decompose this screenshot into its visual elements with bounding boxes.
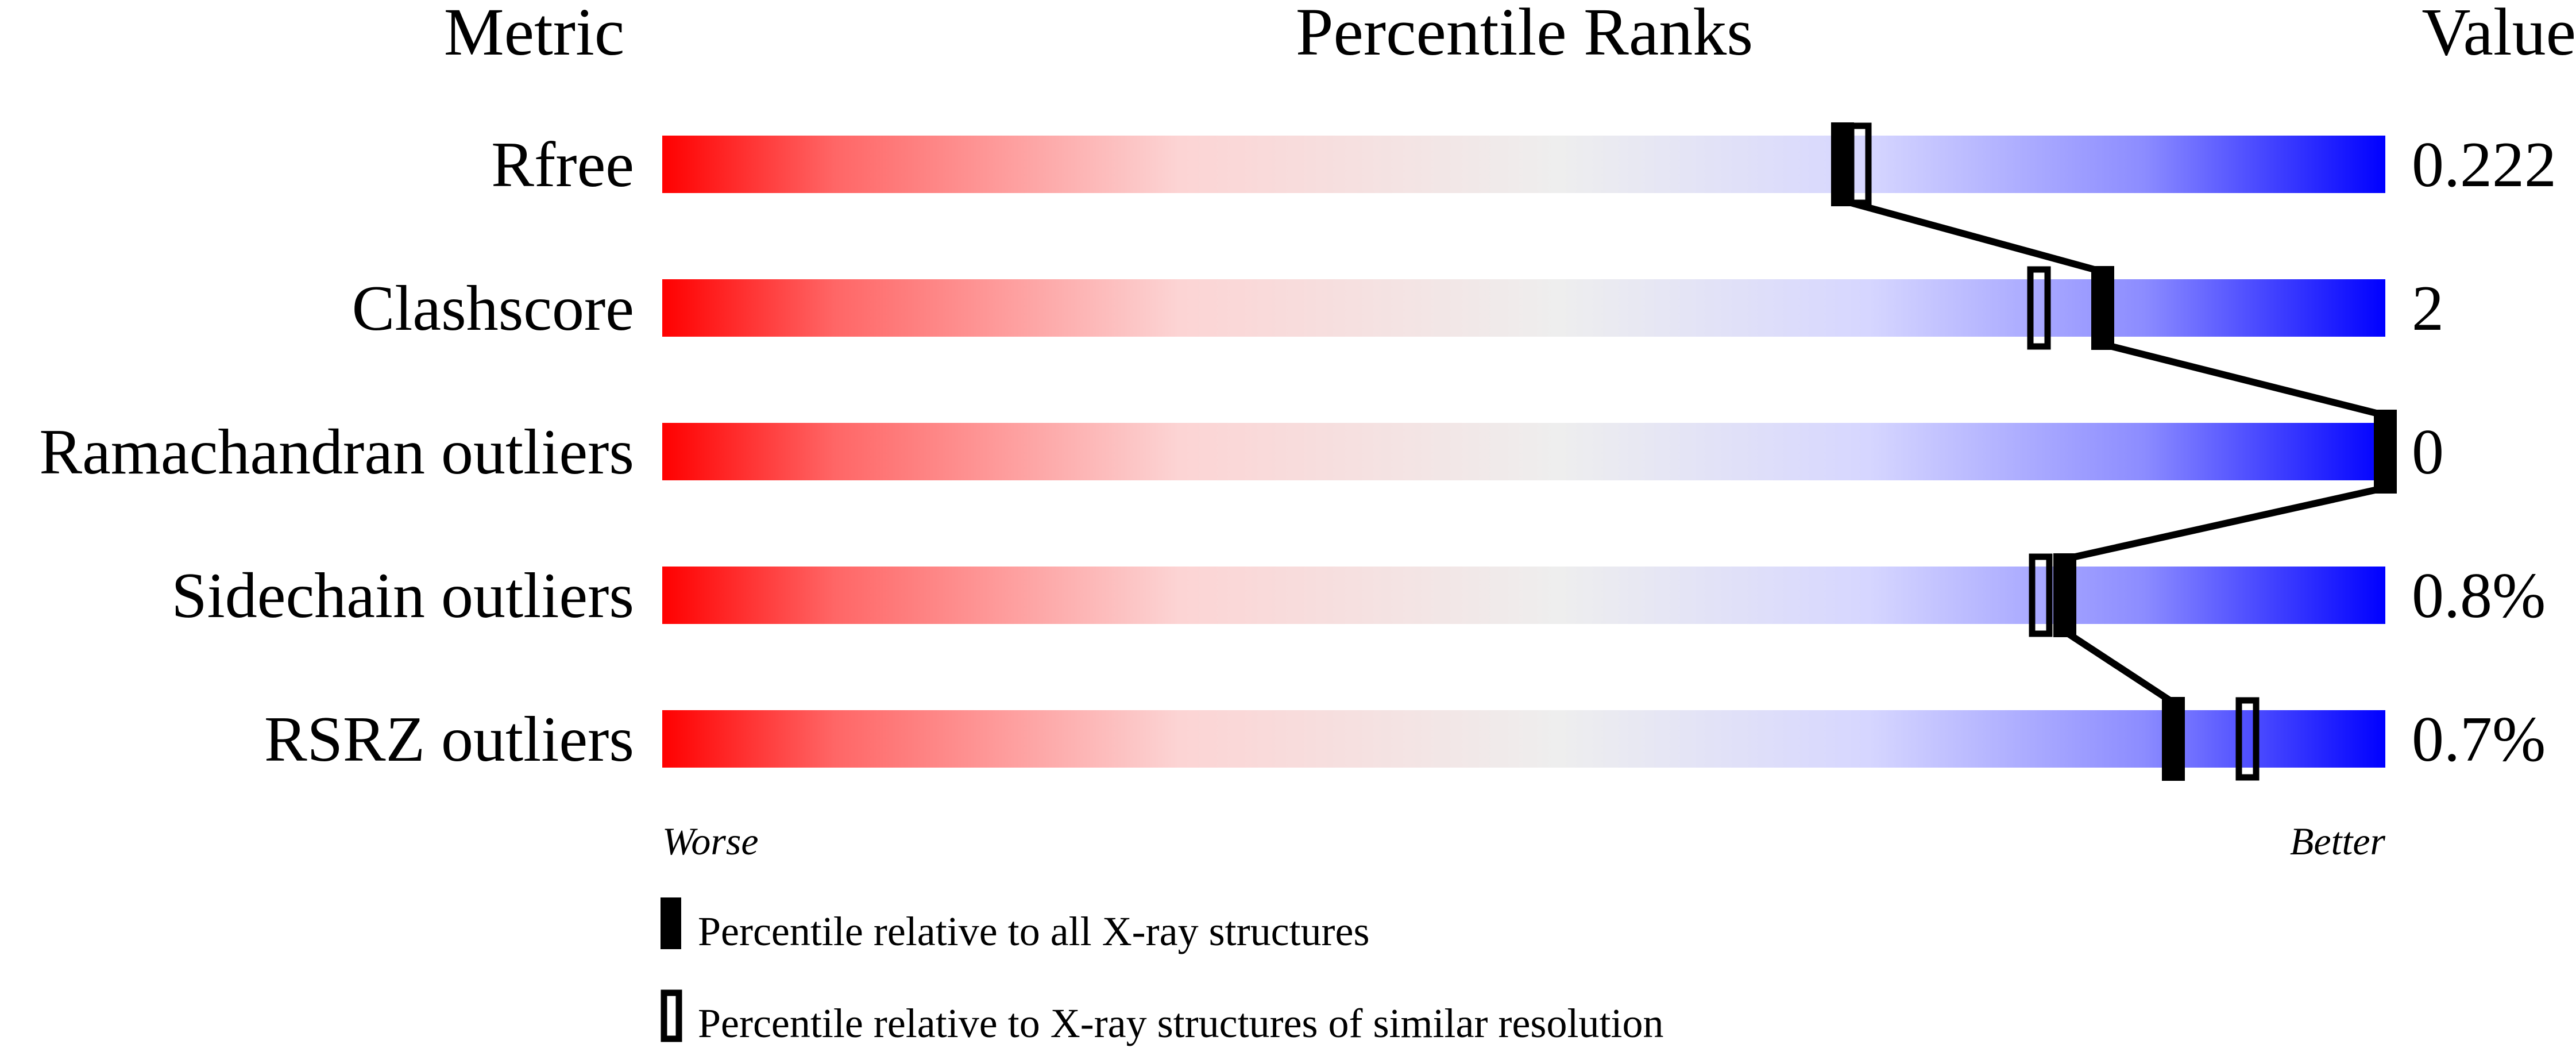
metric-label: Rfree	[491, 129, 634, 201]
all-structures-marker	[1831, 122, 1854, 206]
percentile-bar	[662, 423, 2385, 480]
legend-similar-label: Percentile relative to X-ray structures …	[698, 1000, 1663, 1046]
metric-label: RSRZ outliers	[264, 704, 634, 775]
percentile-bar	[662, 279, 2385, 337]
metric-value: 0.222	[2412, 129, 2556, 201]
metric-label: Clashscore	[352, 273, 634, 344]
metric-value: 0.7%	[2412, 704, 2546, 775]
legend-filled-marker	[661, 897, 681, 949]
metric-value: 0.8%	[2412, 560, 2546, 631]
all-structures-marker	[2091, 266, 2114, 350]
legend-all-label: Percentile relative to all X-ray structu…	[698, 908, 1370, 954]
header-metric: Metric	[444, 0, 625, 70]
header-value: Value	[2421, 0, 2576, 70]
metric-label: Ramachandran outliers	[39, 417, 634, 488]
connector-line	[2063, 628, 2176, 706]
all-structures-marker	[2162, 697, 2185, 781]
legend-open-marker	[661, 989, 682, 1042]
similar-resolution-marker	[2029, 553, 2053, 637]
worse-label: Worse	[662, 819, 759, 863]
metric-value: 0	[2412, 417, 2444, 488]
percentile-bar	[662, 567, 2385, 624]
similar-resolution-marker	[2235, 697, 2260, 781]
all-structures-marker	[2374, 410, 2397, 494]
better-label: Better	[2290, 819, 2386, 863]
percentile-bar	[662, 136, 2385, 193]
metric-label: Sidechain outliers	[171, 560, 634, 631]
percentile-bar	[662, 710, 2385, 768]
connector-line	[2064, 484, 2386, 562]
metric-value: 2	[2412, 273, 2444, 344]
similar-resolution-marker	[2027, 266, 2051, 350]
connector-line	[2102, 341, 2386, 419]
all-structures-marker	[2053, 553, 2076, 637]
header-percentile-ranks: Percentile Ranks	[1296, 0, 1753, 70]
connector-line	[1841, 197, 2104, 275]
